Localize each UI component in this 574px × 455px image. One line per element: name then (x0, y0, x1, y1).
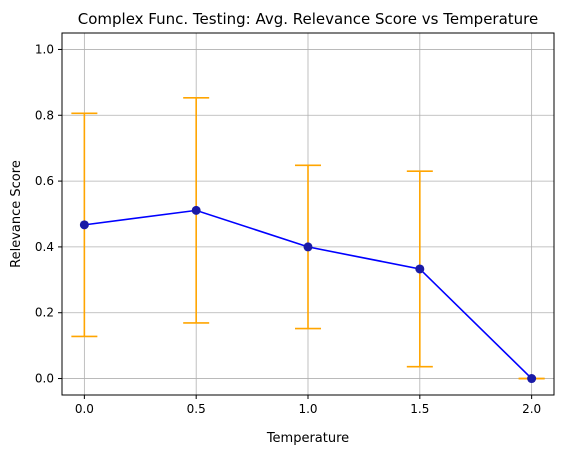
y-tick-label: 0.8 (35, 108, 54, 122)
data-point-marker (191, 205, 201, 215)
data-points (79, 205, 537, 384)
chart-title: Complex Func. Testing: Avg. Relevance Sc… (78, 10, 539, 28)
x-axis-ticks: 0.0 0.5 1.0 1.5 2.0 (75, 395, 541, 416)
x-axis-label: Temperature (266, 431, 349, 446)
data-point-marker (415, 264, 425, 274)
y-axis-ticks: 0.0 0.2 0.4 0.6 0.8 1.0 (35, 42, 62, 386)
x-tick-label: 1.0 (298, 402, 317, 416)
x-tick-label: 0.0 (75, 402, 94, 416)
data-point-marker (79, 220, 89, 230)
y-tick-label: 0.2 (35, 306, 54, 320)
x-tick-label: 0.5 (187, 402, 206, 416)
data-point-marker (303, 242, 313, 252)
y-axis-label: Relevance Score (9, 160, 24, 268)
y-tick-label: 0.6 (35, 174, 54, 188)
data-point-marker (527, 374, 537, 384)
y-tick-label: 0.0 (35, 372, 54, 386)
y-tick-label: 1.0 (35, 42, 54, 56)
x-tick-label: 2.0 (522, 402, 541, 416)
x-tick-label: 1.5 (410, 402, 429, 416)
y-tick-label: 0.4 (35, 240, 54, 254)
